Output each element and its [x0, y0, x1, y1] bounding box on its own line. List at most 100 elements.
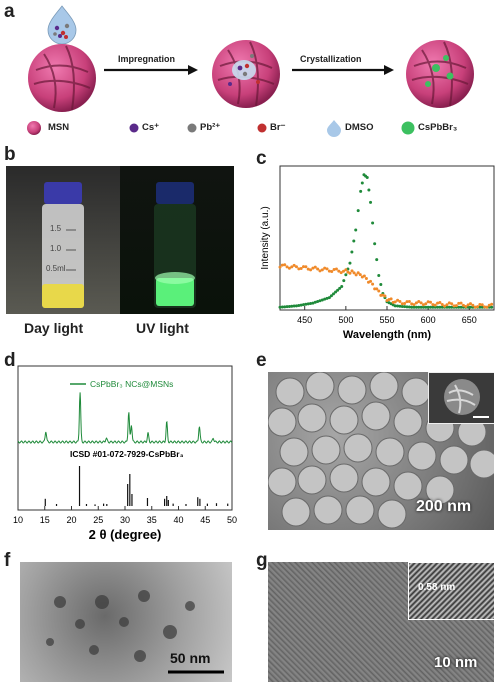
absorbance-point [375, 287, 379, 291]
uv-light-label: UV light [136, 320, 189, 336]
pl-point [417, 305, 421, 309]
panel-letter-d: d [4, 350, 16, 371]
pl-point [285, 305, 289, 309]
legend-label-dmso: DMSO [345, 122, 374, 133]
pl-point [429, 305, 433, 309]
pl-point [360, 181, 364, 185]
absorbance-point [304, 265, 308, 269]
pl-point [348, 261, 352, 265]
pl-point [459, 305, 463, 309]
absorbance-point [330, 269, 334, 273]
absorbance-point [400, 302, 404, 306]
schematic-diagram [27, 5, 474, 137]
absorbance-point [320, 268, 324, 272]
vial-mark-05: 0.5ml [46, 264, 66, 273]
pl-point [287, 304, 291, 308]
xrd-chart: 10 15 20 25 30 35 40 45 50 CsPbBr₃ NCs@MSNs ICSD #… [13, 365, 237, 542]
pl-point [318, 299, 322, 303]
x-axis-label: 2 θ (degree) [89, 527, 162, 542]
pl-point [480, 305, 484, 309]
pl-point [283, 305, 287, 309]
absorbance-point [403, 302, 407, 306]
absorbance-point [377, 289, 381, 293]
pl-point [304, 302, 308, 306]
plot-frame [279, 165, 495, 311]
panel-letter-b: b [4, 144, 16, 165]
absorbance-point [443, 304, 447, 308]
pl-point [426, 305, 430, 309]
absorbance-point [473, 305, 477, 309]
pl-point [377, 274, 381, 277]
absorbance-point [480, 303, 484, 307]
pl-point [375, 258, 379, 262]
absorbance-point [466, 303, 470, 307]
x-tick-label: 35 [147, 515, 157, 525]
absorbance-point [311, 266, 315, 270]
absorbance-point [287, 266, 291, 270]
vial-cap-day [44, 182, 82, 204]
absorbance-point [280, 263, 284, 267]
pl-point [369, 200, 373, 204]
absorbance-point [389, 297, 393, 301]
absorbance-point [468, 302, 472, 306]
absorbance-point [283, 263, 287, 267]
pl-point [447, 305, 451, 309]
pl-point [365, 176, 369, 180]
absorbance-point [440, 303, 444, 307]
pl-point [306, 302, 310, 306]
absorbance-point [447, 301, 451, 305]
absorbance-point [362, 274, 366, 278]
absorbance-point [294, 265, 298, 269]
absorbance-point [410, 302, 414, 306]
absorbance-point [285, 265, 289, 269]
pl-point [367, 188, 371, 192]
absorbance-point [436, 301, 440, 305]
x-tick-label: 550 [379, 315, 394, 325]
impregnation-label: Impregnation [118, 54, 176, 64]
absorbance-point [354, 273, 358, 277]
pl-point [338, 286, 342, 290]
x-tick-label: 45 [200, 515, 210, 525]
pl-point [334, 290, 338, 294]
absorbance-point [459, 301, 463, 305]
absorbance-point [485, 305, 489, 309]
pl-point [478, 305, 482, 309]
tem-image-f: 50 nm [20, 562, 232, 682]
absorbance-point [297, 267, 301, 271]
pl-point [450, 305, 454, 309]
absorbance-point [407, 300, 411, 304]
pl-point [292, 304, 296, 308]
legend-icons [27, 120, 415, 137]
absorbance-point [341, 269, 345, 273]
pl-point [350, 250, 354, 254]
vial-mark-10: 1.0 [50, 244, 62, 253]
pl-point [344, 273, 348, 277]
absorbance-point [278, 265, 282, 269]
pl-point [280, 305, 284, 309]
absorbance-point [461, 303, 465, 307]
pl-point [373, 242, 377, 246]
msn-sphere-crystal-icon [406, 40, 474, 108]
pl-point [278, 305, 282, 309]
absorbance-point [318, 269, 322, 273]
dmso-drop-icon [47, 5, 77, 45]
pl-point [421, 305, 425, 309]
absorbance-point [313, 265, 317, 269]
absorbance-point [478, 302, 482, 306]
absorbance-point [383, 294, 387, 298]
pl-point [438, 305, 442, 309]
vials-illustration [42, 182, 196, 308]
pl-point [407, 305, 411, 309]
absorbance-point [438, 301, 442, 305]
pl-point [329, 294, 333, 298]
absorbance-point [290, 265, 294, 269]
absorbance-point [433, 303, 437, 307]
absorbance-point [327, 269, 331, 273]
x-tick-label: 450 [297, 315, 312, 325]
vial-mark-15: 1.5 [50, 224, 62, 233]
panel-letter-a: a [4, 1, 15, 22]
legend-label: CsPbBr₃ NCs@MSNs [90, 379, 173, 389]
legend-label-cspbbr3: CsPbBr₃ [418, 122, 458, 133]
crystallization-label: Crystallization [300, 54, 362, 64]
pl-point [410, 305, 414, 309]
